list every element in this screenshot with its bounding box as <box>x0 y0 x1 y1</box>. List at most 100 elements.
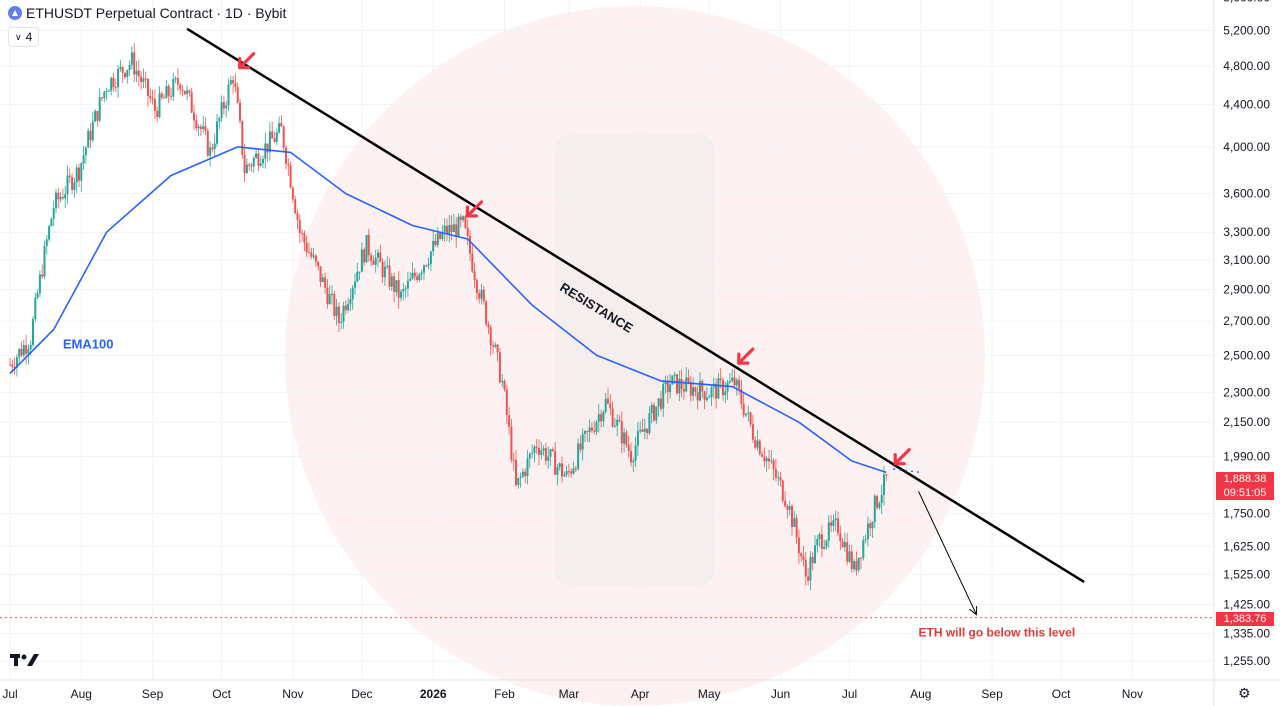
candle-body <box>13 367 16 369</box>
candle-body <box>234 83 237 88</box>
candle-body <box>588 427 591 432</box>
candle-body <box>579 443 582 450</box>
candle-body <box>317 261 320 267</box>
candle-body <box>558 463 561 468</box>
chart-header[interactable]: ETHUSDT Perpetual Contract · 1D · Bybit <box>8 4 286 22</box>
candle <box>370 252 373 267</box>
candle <box>147 78 149 107</box>
candle <box>832 514 835 533</box>
candle <box>202 115 205 134</box>
candle-body <box>285 147 287 164</box>
candle-body <box>641 429 644 432</box>
candle <box>446 218 448 242</box>
x-tick-label: Sep <box>981 687 1003 701</box>
x-axis-labels[interactable]: Jul Aug Sep Oct Nov Dec 2026 Feb Mar Apr May Jun Jul… <box>2 687 1143 701</box>
candle-body <box>397 280 400 298</box>
candle <box>413 267 416 281</box>
candle-body <box>266 143 269 153</box>
candle-body <box>409 278 412 281</box>
candle <box>71 173 74 194</box>
candle-body <box>204 126 207 131</box>
candle-body <box>630 450 632 463</box>
candle-body <box>34 297 37 320</box>
indicators-toggle-button[interactable]: ∨ 4 <box>8 27 40 47</box>
candle <box>623 428 626 453</box>
candle-body <box>457 216 460 238</box>
x-tick-label: Nov <box>1122 687 1143 701</box>
candle-body <box>662 384 665 409</box>
candle-body <box>650 404 653 414</box>
candle-body <box>616 419 619 426</box>
candle <box>795 514 798 544</box>
candle <box>496 343 499 362</box>
candle <box>98 88 101 123</box>
candle <box>340 313 343 330</box>
candle <box>572 461 575 476</box>
candle-body <box>639 429 642 432</box>
candle-body <box>643 428 646 432</box>
candle-body <box>761 454 764 457</box>
x-tick-label: Nov <box>282 687 303 701</box>
candle-body <box>795 518 798 538</box>
candle <box>126 69 129 84</box>
candle-body <box>455 224 458 238</box>
candle <box>632 457 635 473</box>
candle <box>696 385 699 410</box>
candle <box>243 144 246 183</box>
candle-body <box>634 445 637 461</box>
candle-body <box>140 76 143 82</box>
candle <box>211 143 214 153</box>
candle-body <box>75 167 78 183</box>
candle <box>163 94 166 99</box>
candle <box>581 428 584 461</box>
candle-body <box>526 458 529 477</box>
candle <box>354 273 356 295</box>
candle <box>114 78 117 93</box>
candle-body <box>464 216 467 228</box>
candle-body <box>381 262 384 278</box>
x-tick-label: Jul <box>2 687 17 701</box>
candle <box>75 164 78 194</box>
candle-body <box>436 232 439 246</box>
candle <box>335 298 338 326</box>
resistance-line <box>186 27 1085 583</box>
candle <box>825 539 828 550</box>
ethereum-icon <box>8 6 22 20</box>
candle <box>763 447 766 468</box>
candle <box>517 477 520 489</box>
y-axis-labels[interactable]: 5,200.00 4,800.00 4,400.00 4,000.00 3,600.00… <box>1223 0 1270 668</box>
candle-body <box>363 249 366 263</box>
candle <box>452 213 455 233</box>
candle-body <box>236 87 239 103</box>
candle <box>722 377 724 401</box>
settings-icon[interactable]: ⚙ <box>1238 685 1251 701</box>
candle <box>176 68 179 91</box>
candle <box>294 195 297 215</box>
candle-body <box>358 271 361 273</box>
candle <box>586 430 589 442</box>
symbol-title[interactable]: ETHUSDT Perpetual Contract · 1D · Bybit <box>26 5 287 21</box>
candle-body <box>873 495 876 523</box>
candle-body <box>724 391 727 396</box>
candle-body <box>542 448 545 451</box>
candle <box>390 272 393 292</box>
candle <box>400 289 402 302</box>
candle-body <box>590 427 593 431</box>
candle <box>487 321 490 334</box>
candle-body <box>533 446 536 453</box>
candle-body <box>176 78 179 85</box>
candle <box>685 366 688 393</box>
candle <box>434 233 437 247</box>
y-tick-label: 5,200.00 <box>1223 24 1270 38</box>
candle-body <box>648 413 651 433</box>
chevron-down-icon: ∨ <box>15 31 22 42</box>
candle <box>328 285 331 305</box>
candle-body <box>570 471 573 474</box>
candle-body <box>604 398 607 412</box>
candle <box>611 401 614 428</box>
candle-body <box>839 533 842 542</box>
candle <box>50 217 53 227</box>
candle-body <box>687 377 690 382</box>
candle <box>20 341 23 358</box>
